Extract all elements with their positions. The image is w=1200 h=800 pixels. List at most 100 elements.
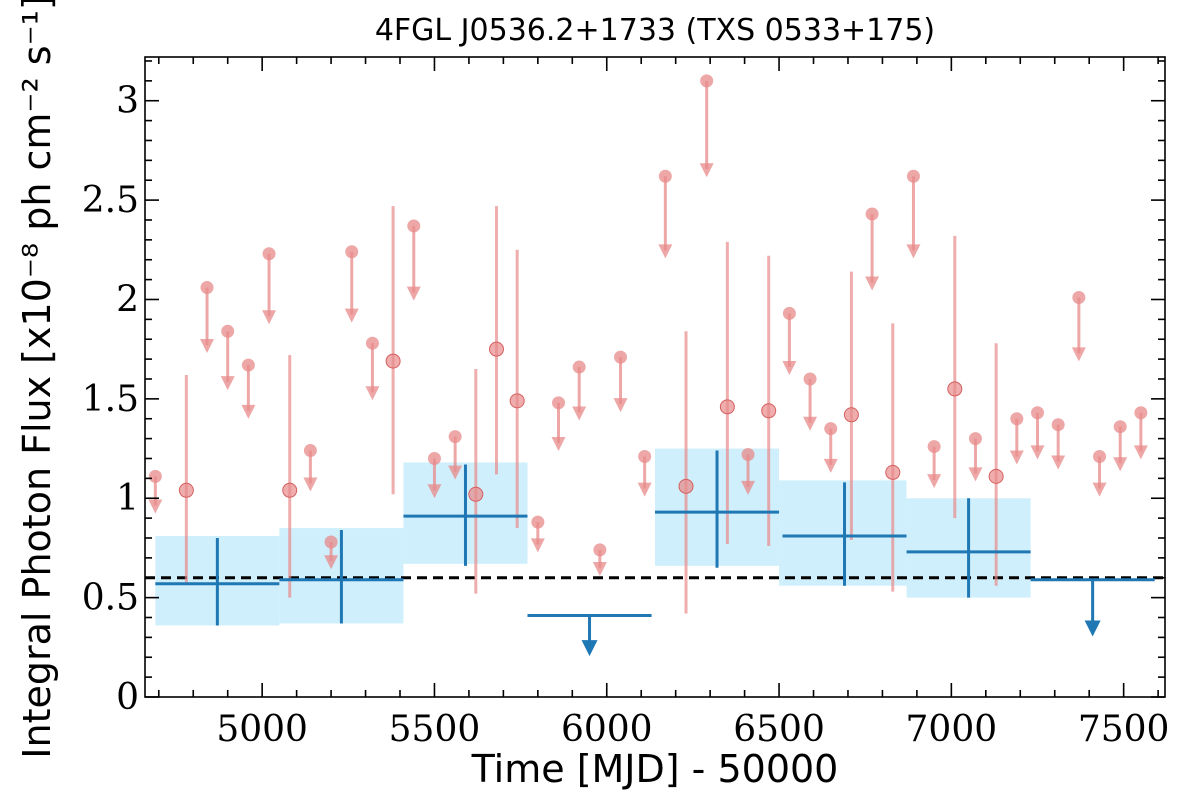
plot-frame (144, 56, 1166, 698)
detection-point (761, 403, 777, 419)
upper-limit-point (324, 535, 338, 549)
upper-limit-point (200, 281, 214, 295)
detection-point (468, 486, 484, 502)
upper-limit-arrow-head (148, 499, 163, 514)
upper-limit-point (927, 440, 941, 454)
upper-limit-arrow-head (1133, 445, 1148, 460)
upper-limit-point (221, 324, 235, 338)
upper-limit-point (803, 372, 817, 386)
detection-point (385, 353, 401, 369)
y-tick-label: 1.5 (82, 379, 139, 420)
detection-point (947, 381, 963, 397)
upper-limit-arrow-head (344, 308, 359, 323)
y-tick-label: 2.5 (82, 180, 139, 221)
upper-limit-point (782, 306, 796, 320)
upper-limit-point (1134, 406, 1148, 420)
upper-limit-point (365, 336, 379, 350)
x-tick-label: 7500 (1078, 709, 1170, 750)
upper-limit-point (552, 396, 566, 410)
upper-limit-arrow-head (927, 474, 942, 489)
x-tick-label: 6000 (561, 709, 653, 750)
upper-limit-arrow-head (406, 286, 421, 301)
upper-limit-arrow-head (968, 467, 983, 482)
x-tick-label: 5000 (216, 709, 308, 750)
upper-limit-arrow-head (803, 416, 818, 431)
coarse-upper-limit-head (1084, 620, 1101, 637)
upper-limit-point (345, 245, 359, 259)
detection-point (282, 482, 298, 498)
upper-limit-arrow-head (658, 244, 673, 259)
y-tick-label: 0.5 (82, 578, 139, 619)
y-tick-label: 3 (116, 81, 139, 122)
detection-point (719, 399, 735, 415)
upper-limit-arrow-head (220, 376, 235, 391)
upper-limit-arrow-head (1030, 445, 1045, 460)
y-axis-label: Integral Photon Flux [x10⁻⁸ ph cm⁻² s⁻¹] (15, 0, 59, 759)
detection-point (678, 478, 694, 494)
upper-limit-arrow-head (200, 338, 215, 353)
coarse-upper-limit-head (581, 640, 598, 657)
upper-limit-arrow-head (613, 398, 628, 413)
upper-limit-arrow-head (427, 484, 442, 499)
detection-point (178, 482, 194, 498)
upper-limit-point (1031, 406, 1044, 420)
detection-point (885, 464, 901, 480)
x-axis-label: Time [MJD] - 50000 (471, 747, 839, 791)
upper-limit-arrow-head (1071, 347, 1086, 362)
upper-limit-point (906, 169, 920, 183)
upper-limit-point (614, 350, 628, 364)
upper-limit-point (865, 207, 879, 221)
upper-limit-arrow-head (782, 360, 797, 375)
upper-limit-arrow-head (1051, 455, 1066, 470)
upper-limit-point (427, 451, 441, 465)
upper-limit-arrow-head (1009, 450, 1024, 465)
upper-limit-arrow-head (906, 244, 921, 259)
upper-limit-arrow-head (551, 436, 566, 451)
upper-limit-point (638, 450, 652, 464)
x-tick-label: 6500 (733, 709, 825, 750)
chart-title: 4FGL J0536.2+1733 (TXS 0533+175) (375, 13, 935, 48)
upper-limit-arrow-head (530, 538, 545, 553)
upper-limit-point (658, 169, 672, 183)
upper-limit-arrow-head (572, 406, 587, 421)
upper-limit-point (968, 432, 982, 446)
upper-limit-arrow-head (1092, 482, 1107, 497)
upper-limit-arrow-head (365, 386, 380, 401)
upper-limit-arrow-head (262, 310, 277, 325)
upper-limit-point (407, 219, 421, 233)
upper-limit-point (448, 430, 462, 444)
upper-limit-arrow-head (324, 555, 339, 570)
upper-limit-arrow-head (699, 163, 714, 178)
upper-limit-arrow-head (637, 482, 652, 497)
upper-limit-point (262, 247, 276, 261)
upper-limit-arrow-head (241, 404, 256, 419)
upper-limit-point (741, 448, 755, 462)
plot-area: 5000 5500 6000 6500 7000 7500 0 0.5 1 1.5 2 2.5 3 (82, 56, 1170, 750)
upper-limit-point (531, 515, 545, 529)
detection-point (509, 393, 525, 409)
upper-limit-arrow-head (865, 276, 880, 291)
coarse-bin-band (779, 480, 907, 586)
upper-limit-point (1051, 418, 1065, 432)
upper-limit-point (1093, 450, 1107, 464)
x-tick-label: 5500 (389, 709, 481, 750)
upper-limit-point (1010, 412, 1024, 426)
y-tick-label: 2 (116, 279, 139, 320)
upper-limit-point (824, 422, 838, 436)
y-tick-label: 1 (116, 478, 139, 519)
upper-limit-point (1113, 420, 1127, 434)
upper-limit-arrow-head (1113, 457, 1128, 472)
detection-point (843, 407, 859, 423)
upper-limit-arrow-head (823, 458, 838, 473)
x-tick-label: 7000 (906, 709, 998, 750)
upper-limit-arrow-head (448, 465, 463, 480)
upper-limit-point (700, 74, 714, 88)
detection-point (488, 341, 504, 357)
upper-limit-point (303, 444, 317, 458)
upper-limit-point (241, 358, 255, 372)
upper-limit-point (1072, 290, 1086, 304)
upper-limit-arrow-head (592, 561, 607, 576)
upper-limit-point (148, 469, 162, 483)
upper-limit-point (593, 543, 607, 557)
